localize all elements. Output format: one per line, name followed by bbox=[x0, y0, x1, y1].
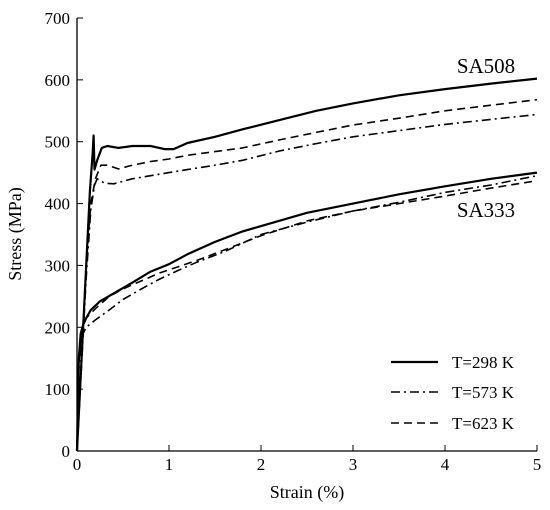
legend: T=298 K T=573 K T=623 K bbox=[391, 353, 515, 433]
y-tick-label: 400 bbox=[45, 195, 71, 214]
series-sa508-573k bbox=[76, 113, 538, 452]
x-tick-label: 5 bbox=[533, 455, 542, 474]
y-tick-label: 300 bbox=[45, 256, 71, 275]
plot-lines bbox=[75, 77, 538, 452]
series-sa333-298k bbox=[75, 171, 538, 452]
y-tick-label: 200 bbox=[45, 318, 71, 337]
annotation-sa333: SA333 bbox=[457, 198, 515, 222]
legend-label-623k: T=623 K bbox=[452, 414, 515, 433]
y-tick-label: 700 bbox=[45, 9, 71, 28]
legend-label-298k: T=298 K bbox=[452, 353, 515, 372]
x-tick-label: 0 bbox=[73, 455, 82, 474]
x-tick-label: 2 bbox=[257, 455, 266, 474]
legend-label-573k: T=573 K bbox=[452, 383, 515, 402]
axes: 0 1 2 3 4 5 0 100 200 300 400 500 600 700 bbox=[45, 9, 542, 474]
y-tick-label: 500 bbox=[45, 133, 71, 152]
series-sa333-623k bbox=[76, 179, 538, 452]
x-axis-label: Strain (%) bbox=[270, 482, 344, 503]
y-tick-label: 0 bbox=[62, 442, 71, 461]
y-tick-label: 100 bbox=[45, 380, 71, 399]
series-sa508-623k bbox=[76, 98, 538, 452]
y-axis-label: Stress (MPa) bbox=[5, 187, 26, 281]
series-sa333-573k bbox=[76, 174, 538, 452]
y-tick-label: 600 bbox=[45, 71, 71, 90]
x-tick-label: 1 bbox=[165, 455, 174, 474]
series-sa508-298k bbox=[75, 77, 538, 452]
x-tick-label: 3 bbox=[349, 455, 358, 474]
x-tick-label: 4 bbox=[441, 455, 450, 474]
annotation-sa508: SA508 bbox=[457, 54, 515, 78]
